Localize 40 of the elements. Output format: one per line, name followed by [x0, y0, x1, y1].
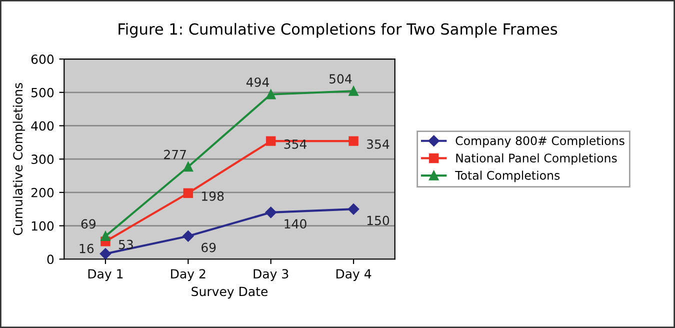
point [100, 248, 112, 260]
legend-label: Total Completions [455, 170, 560, 182]
data-label: 198 [202, 191, 224, 201]
x-tick-label: Day 3 [254, 269, 288, 281]
point [266, 136, 276, 146]
y-tick-label: 500 [32, 88, 54, 98]
chart-title: Figure 1: Cumulative Completions for Two Sample Frames [118, 22, 558, 38]
x-tick-label: Day 1 [88, 269, 123, 281]
y-tick-label: 300 [31, 154, 54, 164]
data-label: 504 [329, 74, 352, 84]
point [266, 90, 276, 100]
data-label: 69 [202, 242, 216, 252]
point [348, 136, 358, 146]
point [100, 231, 110, 241]
data-label: 277 [164, 150, 186, 160]
y-tick-label: 100 [32, 221, 54, 231]
y-tick-label: 400 [31, 121, 54, 131]
point [183, 188, 194, 198]
legend-label: Company 800# Completions [456, 136, 624, 148]
y-tick-label: 0 [47, 254, 54, 264]
point [348, 86, 358, 96]
point [265, 206, 276, 218]
x-tick-label: Day 2 [171, 269, 206, 281]
data-label: 494 [246, 77, 269, 87]
x-tick-label: Day 4 [336, 269, 372, 281]
y-axis-title: Cumulative Completions [12, 82, 25, 236]
data-label: 16 [80, 244, 94, 254]
point [348, 203, 360, 215]
legend-label: National Panel Completions [456, 153, 617, 165]
point [182, 230, 194, 242]
data-label: 354 [284, 139, 306, 149]
data-label: 69 [81, 219, 96, 229]
y-tick-label: 200 [31, 188, 54, 198]
data-label: 53 [118, 240, 133, 250]
data-label: 140 [284, 219, 306, 229]
point [183, 162, 194, 172]
x-axis-title: Survey Date [192, 286, 268, 299]
data-label: 354 [366, 139, 390, 149]
data-label: 150 [367, 216, 390, 226]
y-tick-label: 600 [31, 54, 54, 64]
